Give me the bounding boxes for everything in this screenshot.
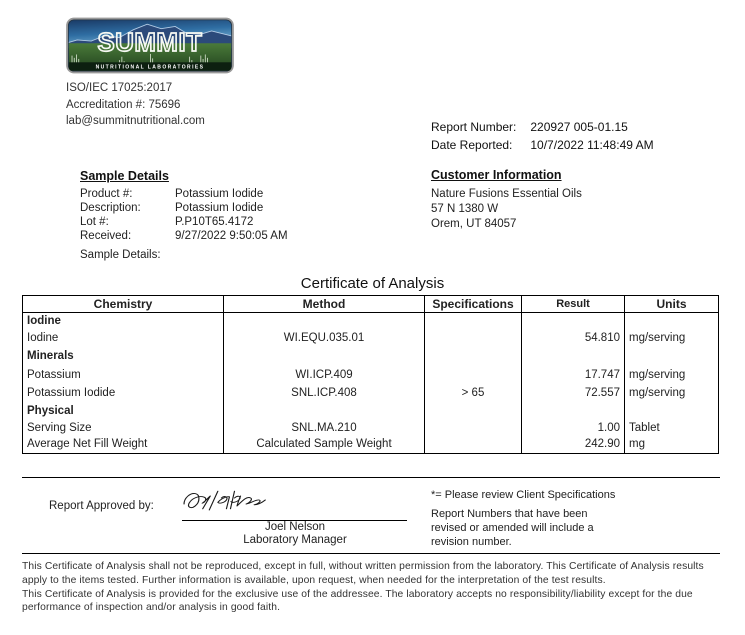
svg-text:SUMMIT: SUMMIT bbox=[98, 29, 203, 57]
svg-text:NUTRITIONAL LABORATORIES: NUTRITIONAL LABORATORIES bbox=[96, 64, 205, 70]
